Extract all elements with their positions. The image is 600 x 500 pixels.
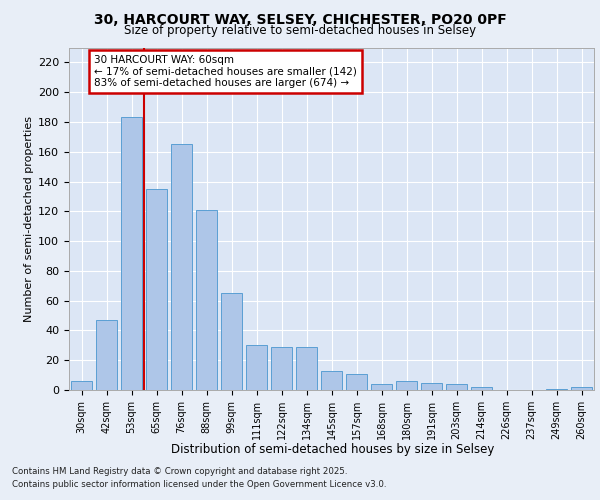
Bar (571, 387, 592, 390)
Bar (171, 144, 192, 390)
Bar (146, 189, 167, 390)
Bar (246, 346, 267, 390)
Text: Size of property relative to semi-detached houses in Selsey: Size of property relative to semi-detach… (124, 24, 476, 37)
Bar (371, 384, 392, 390)
Bar (96, 320, 117, 390)
Bar (546, 388, 567, 390)
Bar (121, 118, 142, 390)
Bar (71, 381, 92, 390)
Bar (221, 293, 242, 390)
Bar (296, 347, 317, 390)
Bar (321, 370, 342, 390)
Bar (421, 382, 442, 390)
Bar (196, 210, 217, 390)
Bar (446, 384, 467, 390)
Bar (271, 347, 292, 390)
Bar (396, 381, 417, 390)
Text: Contains HM Land Registry data © Crown copyright and database right 2025.: Contains HM Land Registry data © Crown c… (12, 468, 347, 476)
Bar (346, 374, 367, 390)
Text: Contains public sector information licensed under the Open Government Licence v3: Contains public sector information licen… (12, 480, 386, 489)
Y-axis label: Number of semi-detached properties: Number of semi-detached properties (24, 116, 34, 322)
Text: Distribution of semi-detached houses by size in Selsey: Distribution of semi-detached houses by … (172, 442, 494, 456)
Bar (471, 387, 492, 390)
Text: 30 HARCOURT WAY: 60sqm
← 17% of semi-detached houses are smaller (142)
83% of se: 30 HARCOURT WAY: 60sqm ← 17% of semi-det… (94, 55, 357, 88)
Text: 30, HARCOURT WAY, SELSEY, CHICHESTER, PO20 0PF: 30, HARCOURT WAY, SELSEY, CHICHESTER, PO… (94, 12, 506, 26)
